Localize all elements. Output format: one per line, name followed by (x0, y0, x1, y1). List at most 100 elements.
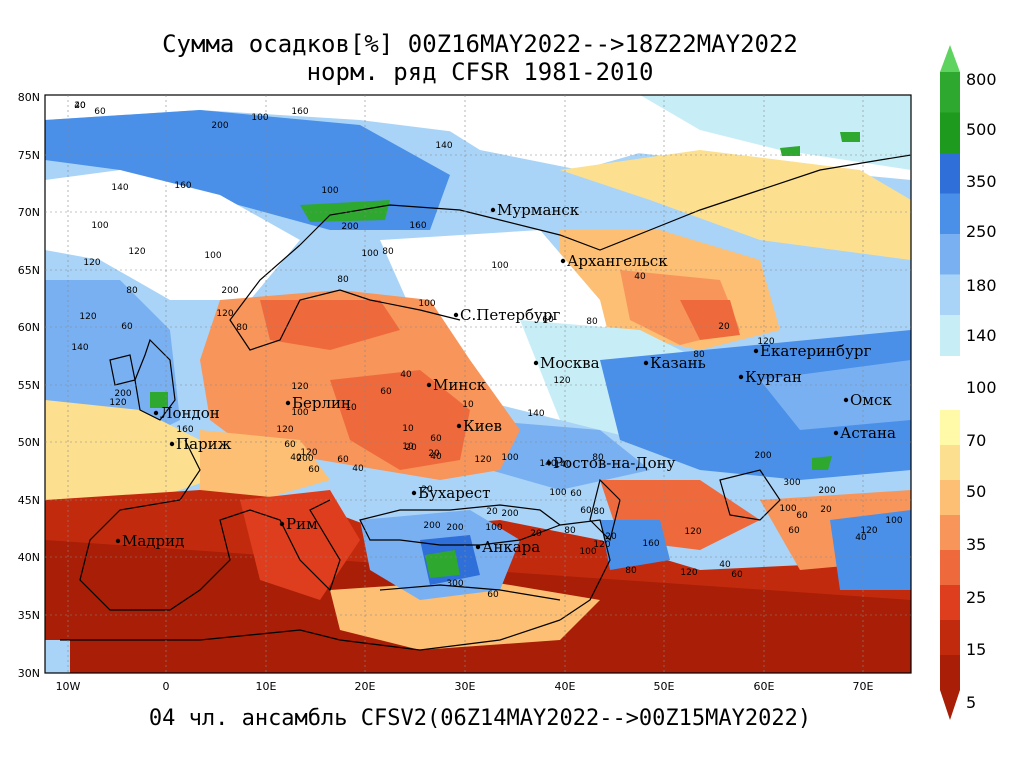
colorbar-label: 15 (966, 640, 987, 659)
contour-label: 80 (564, 526, 576, 536)
contour-label: 10 (345, 403, 357, 413)
contour-label: 60 (121, 322, 133, 332)
lon-label: 50E (654, 680, 675, 693)
lat-label: 45N (18, 494, 40, 507)
contour-label: 100 (549, 488, 566, 498)
colorbar-swatch (940, 515, 960, 550)
contour-label: 300 (783, 478, 800, 488)
contour-label: 40 (855, 533, 867, 543)
contour-label: 80 (586, 317, 598, 327)
lon-label: 40E (555, 680, 576, 693)
lon-label: 10W (56, 680, 81, 693)
contour-label: 60 (94, 107, 106, 117)
city-marker: Астана (833, 424, 896, 442)
contour-label: 80 (382, 247, 394, 257)
city-dot (411, 490, 417, 496)
city-label: С.Петербург (460, 306, 560, 324)
contour-label: 40 (352, 464, 364, 474)
city-dot (833, 430, 839, 436)
city-dot (285, 400, 291, 406)
contour-label: 160 (642, 539, 659, 549)
colorbar-label: 100 (966, 378, 997, 397)
city-dot (753, 348, 759, 354)
city-marker: Екатеринбург (753, 342, 871, 360)
contour-label: 80 (625, 566, 637, 576)
colorbar-bottom-arrow (940, 690, 960, 720)
contour-label: 120 (291, 382, 308, 392)
contour-label: 60 (542, 315, 554, 325)
colorbar-label: 50 (966, 482, 987, 501)
contour-label: 40 (719, 560, 731, 570)
contour-label: 20 (530, 529, 542, 539)
colorbar-label: 250 (966, 222, 997, 241)
contour-label: 100 (491, 261, 508, 271)
contour-label: 200 (211, 121, 228, 131)
colorbar-label: 140 (966, 326, 997, 345)
city-marker: Минск (426, 376, 487, 394)
map-frame (44, 94, 912, 674)
colorbar-swatch (940, 193, 960, 235)
city-label: Минск (433, 376, 487, 394)
city-marker: Ростов-на-Дону (546, 454, 676, 472)
contour-label: 100 (361, 249, 378, 259)
city-marker: Анкара (475, 538, 540, 556)
city-marker: Казань (643, 354, 706, 372)
contour-label: 60 (580, 506, 592, 516)
city-dot (475, 544, 481, 550)
lat-label: 65N (18, 264, 40, 277)
city-dot (453, 312, 459, 318)
contour-label: 160 (176, 425, 193, 435)
contour-label: 120 (757, 337, 774, 347)
lat-label: 50N (18, 436, 40, 449)
graticule (45, 95, 911, 673)
chart-title-line2: норм. ряд CFSR 1981-2010 (306, 58, 654, 86)
city-dot (279, 521, 285, 527)
city-marker: Мадрид (115, 532, 184, 550)
lon-label: 60E (754, 680, 775, 693)
contour-label: 120 (276, 425, 293, 435)
contour-label: 100 (579, 547, 596, 557)
contour-label: 120 (83, 258, 100, 268)
contour-label: 200 (446, 523, 463, 533)
contour-label: 80 (236, 323, 248, 333)
contour-label: 120 (553, 376, 570, 386)
city-dot (738, 374, 744, 380)
contour-label: 140 (71, 343, 88, 353)
contour-label: 60 (284, 440, 296, 450)
contour-label: 20 (486, 507, 498, 517)
city-marker: Париж (169, 435, 232, 453)
colorbar-swatch (940, 72, 960, 113)
city-label: Астана (840, 424, 896, 442)
lat-label: 30N (18, 667, 40, 680)
colorbar-swatch (940, 620, 960, 655)
contour-label: 60 (430, 434, 442, 444)
contour-label: 160 (291, 107, 308, 117)
latitude-labels: 80N 75N 70N 65N 60N 55N 50N 45N 40N 35N 30N (18, 91, 40, 680)
contour-label: 120 (128, 247, 145, 257)
city-label: Москва (540, 354, 600, 372)
lat-label: 75N (18, 149, 40, 162)
city-label: Париж (176, 435, 232, 453)
contour-labels: 4060200100160140100160140160100120120801… (71, 101, 902, 600)
contour-label: 20 (428, 449, 440, 459)
contour-label: 80 (126, 286, 138, 296)
contour-label: 20 (405, 443, 417, 453)
contour-label: 60 (487, 590, 499, 600)
city-marker: Киев (456, 417, 502, 435)
city-marker: Рим (279, 515, 318, 533)
colorbar-swatch (940, 585, 960, 620)
colorbar-swatch (940, 153, 960, 194)
contour-label: 200 (341, 222, 358, 232)
colorbar-swatch (940, 480, 960, 515)
footer-ensemble-info: 04 чл. ансамбль CFSV2(06Z14MAY2022-->00Z… (148, 706, 812, 731)
contour-label: 300 (446, 579, 463, 589)
colorbar-top-arrow (940, 45, 960, 72)
contour-label: 160 (409, 221, 426, 231)
city-dot (169, 441, 175, 447)
contour-label: 60 (570, 489, 582, 499)
chart-title-line1: Сумма осадков[%] 00Z16MAY2022-->18Z22MAY… (162, 30, 798, 58)
city-label: Анкара (482, 538, 540, 556)
city-marker: Омск (843, 391, 892, 409)
city-marker: Берлин (285, 394, 351, 412)
